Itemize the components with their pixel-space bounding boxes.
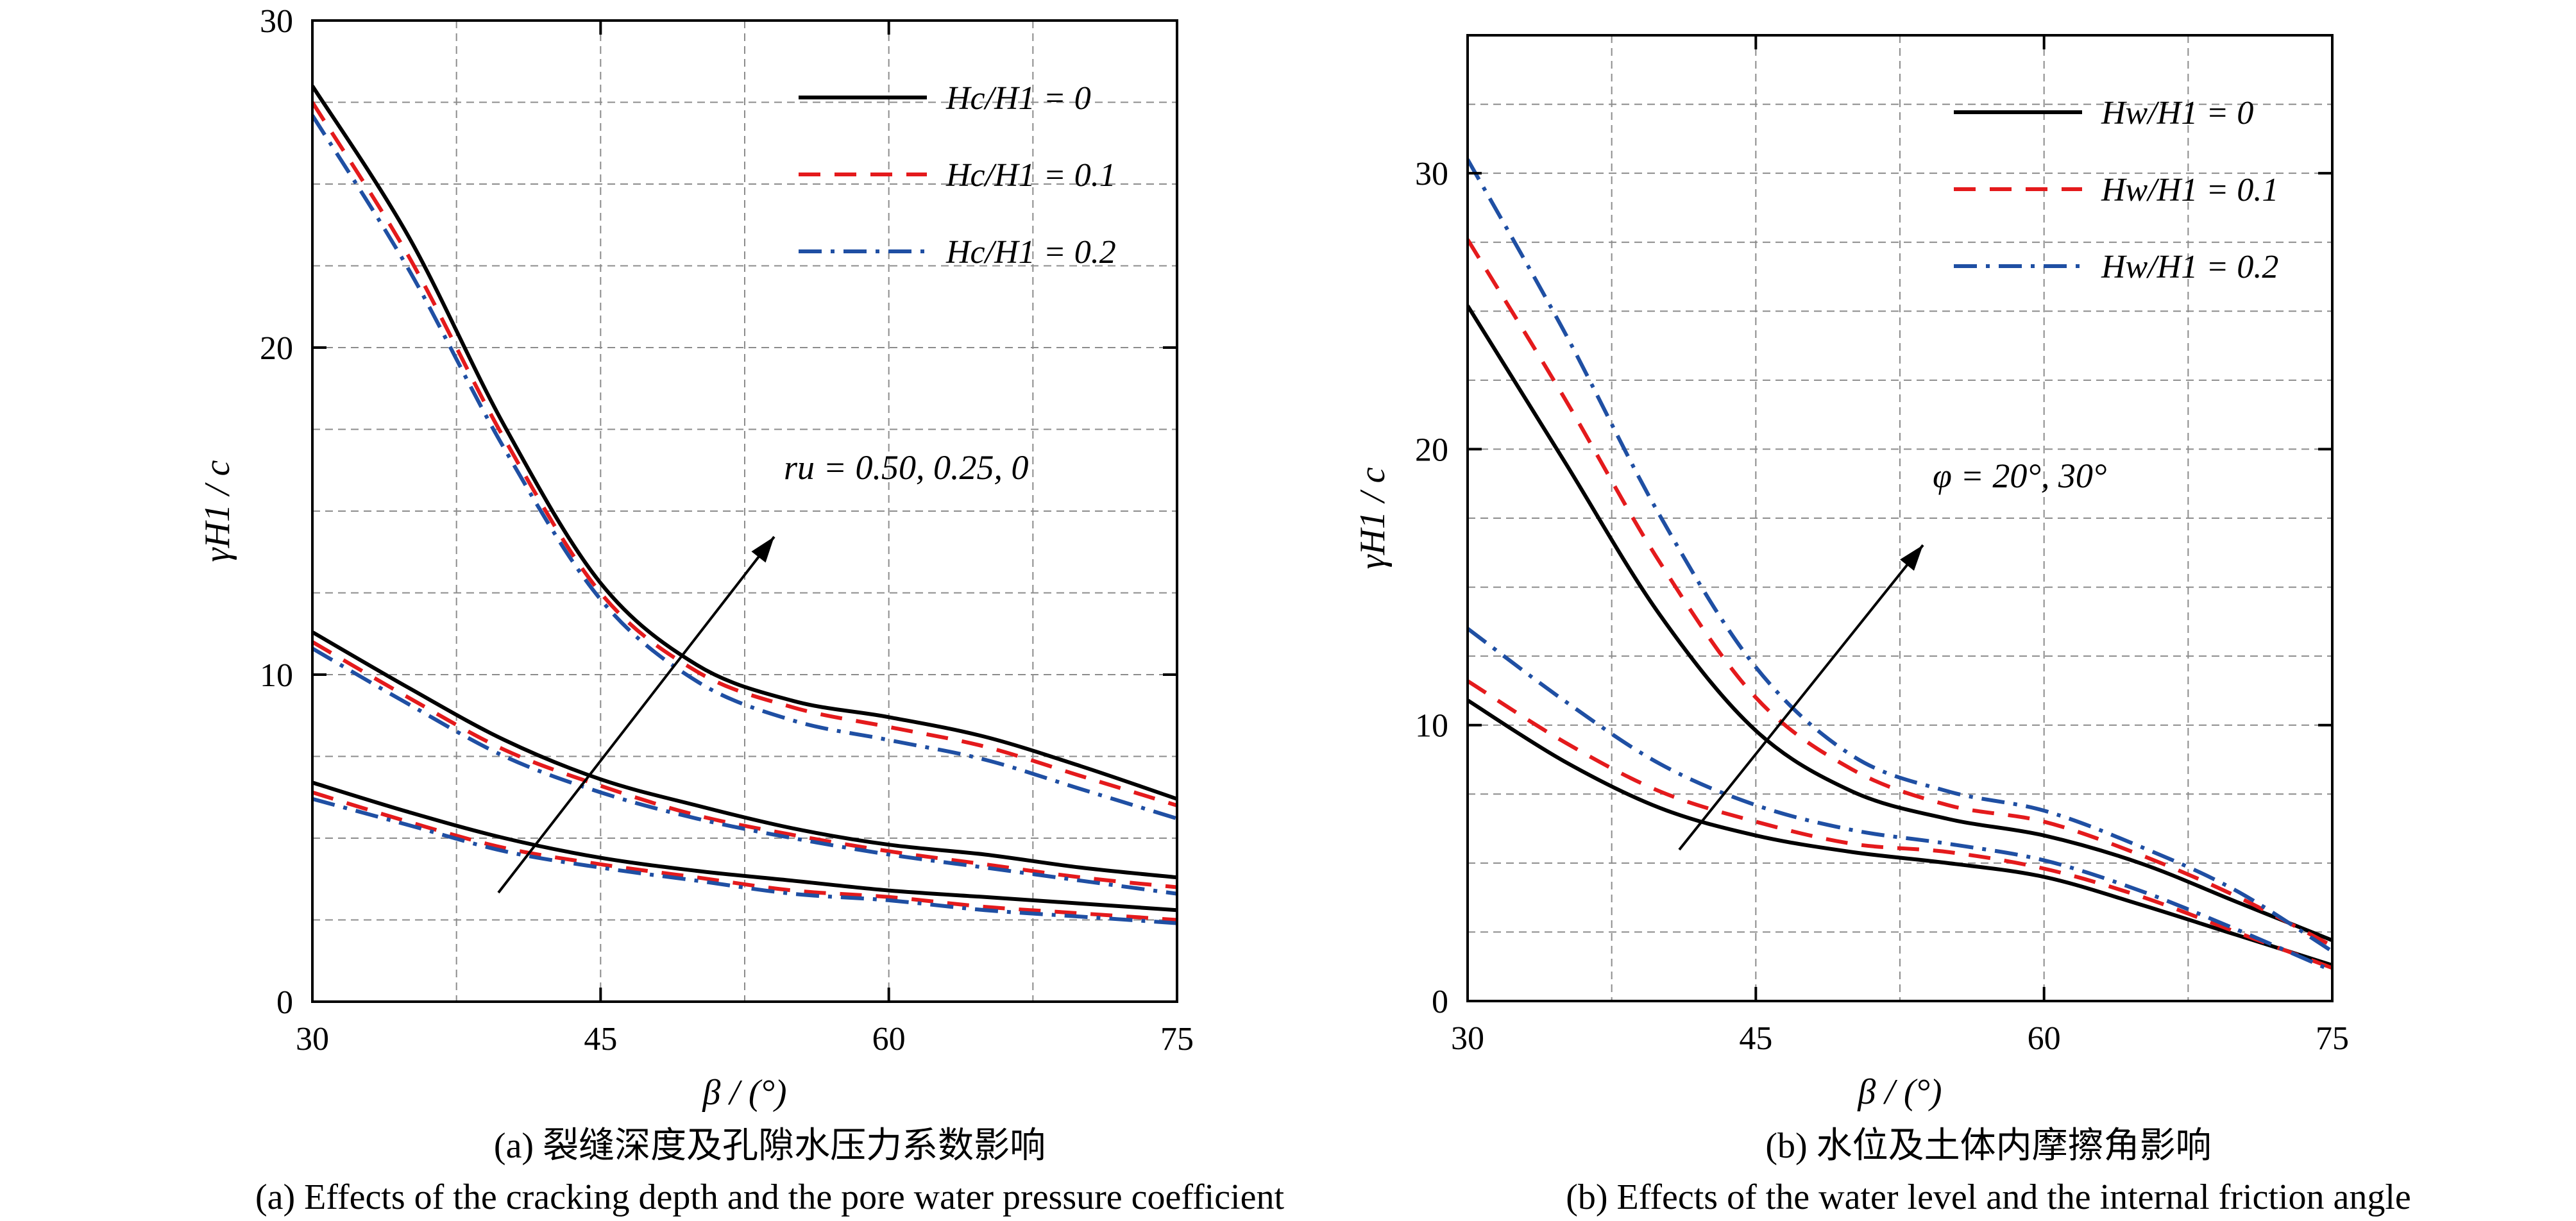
- caption-cn: (a) 裂缝深度及孔隙水压力系数影响: [494, 1126, 1046, 1166]
- grid: [1468, 35, 2332, 1001]
- x-tick-label: 60: [2028, 1020, 2061, 1057]
- legend-label: Hw/H1 = 0.1: [2101, 172, 2278, 208]
- annotation-label: ru = 0.50, 0.25, 0: [784, 448, 1028, 487]
- series-line-0: [1468, 305, 2332, 943]
- series-line-5: [312, 646, 1177, 896]
- legend-label: Hw/H1 = 0.2: [2101, 249, 2278, 285]
- x-tick-label: 30: [1451, 1020, 1484, 1057]
- x-tick-label: 75: [1160, 1021, 1194, 1057]
- legend-label: Hw/H1 = 0: [2101, 95, 2253, 131]
- plot-frame: [1466, 34, 2334, 1002]
- x-axis-label: β / (°): [1857, 1072, 1942, 1112]
- x-tick-label: 45: [1739, 1020, 1772, 1057]
- legend: Hc/H1 = 0 Hc/H1 = 0.1 Hc/H1 = 0.2: [799, 80, 1116, 271]
- annotation-arrow-shaft: [497, 535, 775, 894]
- series-line-1: [312, 101, 1177, 807]
- legend-label: Hc/H1 = 0: [945, 80, 1091, 117]
- annotation-label: φ = 20°, 30°: [1933, 457, 2107, 495]
- series-line-5: [1468, 627, 2332, 973]
- x-axis-label: β / (°): [702, 1073, 786, 1113]
- legend-label: Hc/H1 = 0.1: [945, 157, 1116, 194]
- series-line-1: [1468, 238, 2332, 948]
- series-group: [1468, 158, 2332, 973]
- y-axis-label: γH1 / c: [198, 460, 237, 562]
- grid: [312, 21, 1177, 1002]
- series-line-0: [312, 85, 1177, 801]
- series-group: [312, 85, 1177, 925]
- annotation-arrow-head: [751, 537, 774, 563]
- y-tick-label: 20: [1415, 432, 1448, 468]
- y-tick-label: 20: [260, 330, 293, 367]
- series-line-4: [312, 640, 1177, 889]
- plot-frame: [311, 19, 1178, 1003]
- series-line-6: [312, 780, 1177, 913]
- x-tick-label: 75: [2316, 1020, 2349, 1057]
- y-tick-label: 30: [1415, 156, 1448, 192]
- series-line-8: [312, 796, 1177, 925]
- legend-label: Hc/H1 = 0.2: [945, 234, 1116, 271]
- annotation-arrow-shaft: [1678, 544, 1924, 851]
- series-line-4: [1468, 679, 2332, 970]
- x-tick-label: 45: [584, 1021, 617, 1057]
- annotation: φ = 20°, 30°: [1678, 457, 2107, 851]
- caption-cn: (b) 水位及土体内摩擦角影响: [1765, 1126, 2211, 1166]
- y-axis-label: γH1 / c: [1353, 467, 1393, 569]
- series-line-3: [312, 630, 1177, 880]
- x-tick-label: 30: [296, 1021, 329, 1057]
- series-line-2: [1468, 158, 2332, 954]
- y-tick-label: 30: [260, 3, 293, 40]
- series-line-2: [312, 114, 1177, 821]
- annotation-arrow-head: [1900, 545, 1923, 571]
- annotation: ru = 0.50, 0.25, 0: [497, 448, 1028, 894]
- y-tick-label: 0: [276, 984, 293, 1021]
- series-line-7: [312, 790, 1177, 922]
- x-tick-label: 60: [872, 1021, 906, 1057]
- series-line-3: [1468, 698, 2332, 967]
- y-tick-label: 10: [1415, 708, 1448, 745]
- caption-en: (b) Effects of the water level and the i…: [1566, 1177, 2411, 1217]
- y-tick-label: 10: [260, 657, 293, 694]
- legend: Hw/H1 = 0 Hw/H1 = 0.1 Hw/H1 = 0.2: [1954, 95, 2278, 285]
- caption-en: (a) Effects of the cracking depth and th…: [255, 1177, 1285, 1217]
- y-tick-label: 0: [1432, 984, 1448, 1020]
